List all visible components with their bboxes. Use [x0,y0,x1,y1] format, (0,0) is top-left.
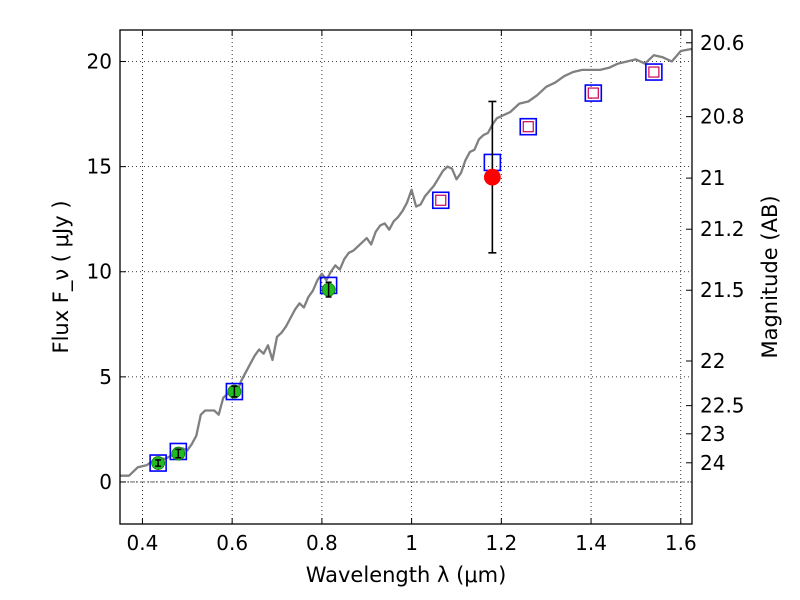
right-tick-label: 21.2 [700,217,745,241]
right-tick-label: 20.6 [700,31,745,55]
right-tick-label: 23 [700,422,725,446]
model-box-marker [519,117,538,136]
model-box-marker [225,382,244,401]
y-tick-label: 10 [87,260,112,284]
grid [120,30,692,524]
model-spectrum-line [120,47,693,477]
x-tick-label: 0.8 [306,531,338,555]
y-tick-label: 15 [87,155,112,179]
right-tick-label: 20.8 [700,105,745,129]
synthetic-marker [587,87,599,99]
right-tick-label: 22 [700,349,725,373]
x-tick-label: 0.4 [127,531,159,555]
y-tick-label: 0 [99,470,112,494]
x-axis-label: Wavelength λ (μm) [306,563,507,587]
y-tick-label: 20 [87,50,112,74]
x-tick-label: 1.4 [575,531,607,555]
x-tick-label: 1.6 [665,531,697,555]
y-axis-label: Flux F_ν ( μJy ) [49,200,74,353]
markers-layer [149,63,663,472]
synthetic-marker [522,121,534,133]
synthetic-marker [435,194,447,206]
model-box-marker [431,191,450,210]
x-tick-label: 1 [405,531,418,555]
model-spectrum-layer [120,47,693,477]
highlight-point [483,168,501,186]
x-tick-label: 0.6 [216,531,248,555]
model-box-marker [645,63,663,81]
x-tick-label: 1.2 [485,531,517,555]
ticks: 0.4 0.6 0.8 1 1.2 1.4 1.6 0 5 10 15 20 20.6 20.8 21 21.… [87,30,745,555]
right-tick-label: 24 [700,451,725,475]
right-tick-label: 21 [700,166,725,190]
right-axis-label: Magnitude (AB) [758,195,782,358]
right-tick-label: 21.5 [700,278,745,302]
right-tick-label: 22.5 [700,394,745,418]
synthetic-marker [648,66,660,78]
model-box-marker [584,84,603,102]
model-box-marker [149,454,167,472]
plot-frame [119,29,693,525]
y-tick-label: 5 [99,365,112,389]
